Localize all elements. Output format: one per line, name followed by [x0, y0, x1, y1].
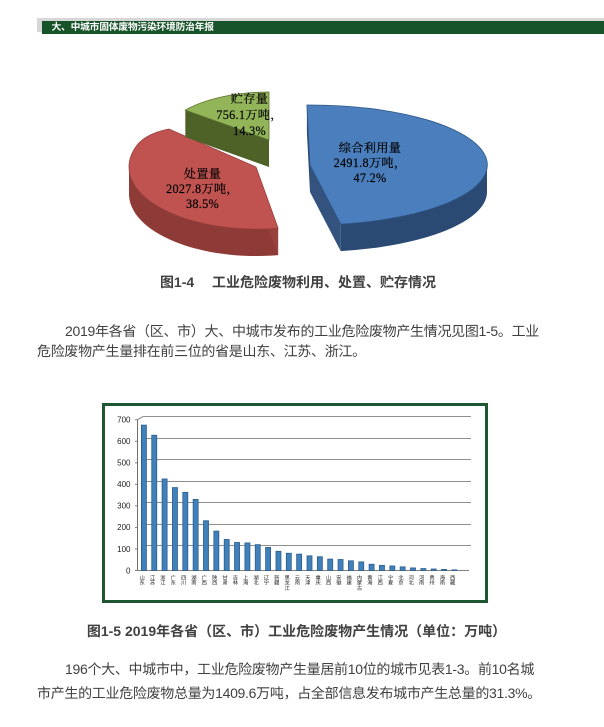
svg-text:江西: 江西 — [378, 574, 384, 586]
svg-text:山东: 山东 — [140, 574, 145, 586]
svg-text:北京: 北京 — [398, 574, 404, 586]
svg-text:湖南: 湖南 — [191, 574, 196, 586]
svg-text:海南: 海南 — [440, 574, 446, 586]
svg-text:陕西: 陕西 — [212, 574, 218, 586]
svg-text:0: 0 — [126, 566, 131, 575]
svg-text:浙江: 浙江 — [160, 574, 166, 586]
svg-text:黑龙江: 黑龙江 — [284, 574, 290, 592]
svg-text:甘肃: 甘肃 — [222, 574, 228, 586]
svg-text:辽宁: 辽宁 — [264, 574, 270, 586]
svg-text:宁夏: 宁夏 — [388, 574, 394, 586]
svg-text:福建: 福建 — [347, 574, 353, 586]
svg-text:河北: 河北 — [409, 574, 415, 586]
svg-text:吉林: 吉林 — [233, 574, 239, 586]
svg-text:西藏: 西藏 — [450, 574, 456, 586]
svg-text:云南: 云南 — [295, 574, 300, 586]
svg-text:上海: 上海 — [243, 574, 249, 586]
svg-text:江苏: 江苏 — [150, 574, 156, 586]
svg-text:湖北: 湖北 — [253, 574, 259, 586]
svg-text:100: 100 — [117, 545, 131, 554]
svg-text:500: 500 — [117, 459, 131, 468]
svg-text:山西: 山西 — [326, 574, 331, 586]
svg-text:四川: 四川 — [181, 575, 186, 586]
svg-text:重庆: 重庆 — [315, 574, 321, 586]
svg-text:400: 400 — [117, 480, 131, 489]
svg-text:新疆: 新疆 — [274, 574, 280, 586]
svg-text:内蒙古: 内蒙古 — [357, 574, 363, 592]
svg-text:广西: 广西 — [202, 574, 207, 586]
svg-text:广东: 广东 — [171, 574, 176, 586]
svg-text:天津: 天津 — [305, 574, 311, 586]
svg-text:700: 700 — [117, 416, 131, 425]
svg-text:青海: 青海 — [367, 574, 373, 586]
svg-text:300: 300 — [117, 502, 131, 511]
svg-text:贵州: 贵州 — [429, 574, 435, 586]
svg-text:600: 600 — [117, 437, 131, 446]
svg-text:安徽: 安徽 — [336, 574, 342, 586]
svg-text:200: 200 — [117, 523, 131, 532]
svg-text:河南: 河南 — [419, 574, 425, 586]
